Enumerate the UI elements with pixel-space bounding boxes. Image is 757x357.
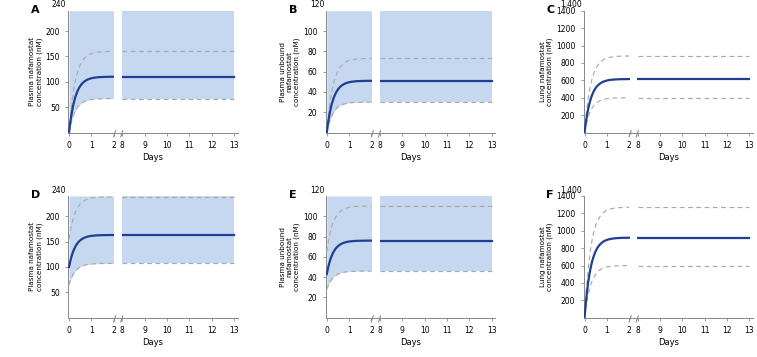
- Text: 240: 240: [52, 186, 67, 195]
- Bar: [630, 196, 637, 318]
- Bar: [372, 196, 380, 318]
- Y-axis label: Lung nafamostat
concentration (nM): Lung nafamostat concentration (nM): [540, 37, 553, 106]
- Text: 1,400: 1,400: [560, 186, 582, 195]
- Text: E: E: [288, 190, 296, 200]
- Y-axis label: Plasma unbound
nafamostat
concentration (nM): Plasma unbound nafamostat concentration …: [280, 222, 301, 291]
- Text: D: D: [31, 190, 40, 200]
- Bar: [114, 196, 122, 318]
- Text: 120: 120: [310, 186, 324, 195]
- X-axis label: Days: Days: [400, 338, 421, 347]
- Bar: [114, 11, 122, 132]
- X-axis label: Days: Days: [142, 338, 164, 347]
- Y-axis label: Plasma unbound
nafamostat
concentration (nM): Plasma unbound nafamostat concentration …: [280, 37, 301, 106]
- Y-axis label: Plasma nafamostat
concentration (nM): Plasma nafamostat concentration (nM): [29, 222, 42, 291]
- Text: 1,400: 1,400: [560, 0, 582, 10]
- Bar: [372, 11, 380, 132]
- X-axis label: Days: Days: [658, 338, 679, 347]
- X-axis label: Days: Days: [400, 153, 421, 162]
- Y-axis label: Plasma nafamostat
concentration (nM): Plasma nafamostat concentration (nM): [29, 37, 42, 106]
- Text: C: C: [547, 5, 554, 15]
- Text: A: A: [31, 5, 39, 15]
- X-axis label: Days: Days: [142, 153, 164, 162]
- Text: F: F: [547, 190, 554, 200]
- X-axis label: Days: Days: [658, 153, 679, 162]
- Text: B: B: [288, 5, 297, 15]
- Text: 120: 120: [310, 0, 324, 10]
- Text: 240: 240: [52, 0, 67, 10]
- Bar: [630, 11, 637, 132]
- Y-axis label: Lung nafamostat
concentration (nM): Lung nafamostat concentration (nM): [540, 222, 553, 291]
